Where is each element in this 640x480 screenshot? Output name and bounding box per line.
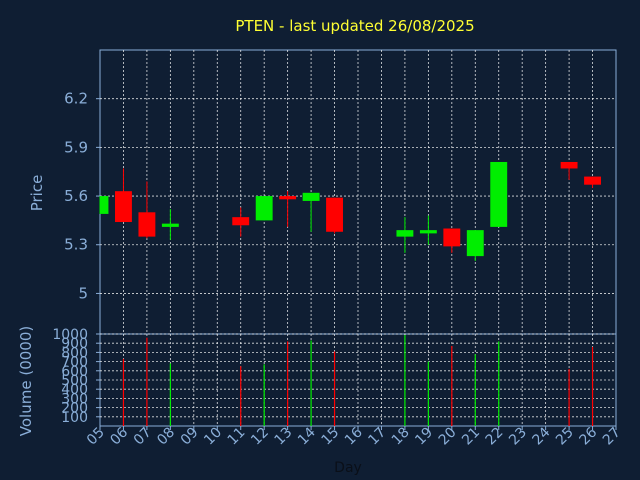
day-tick-label: 11 (225, 425, 249, 449)
volume-axis-label: Volume (0000) (17, 326, 35, 436)
candle-body (302, 192, 320, 201)
day-tick-label: 07 (131, 425, 155, 449)
volume-tick-label: 600 (61, 364, 88, 380)
candle-body (396, 230, 414, 237)
candle-body (138, 212, 156, 237)
volume-tick-label: 400 (61, 382, 88, 398)
price-tick-label: 6.2 (64, 90, 88, 108)
price-tick-label: 5.6 (64, 187, 88, 205)
candle-body (255, 196, 273, 221)
day-tick-label: 12 (248, 425, 272, 449)
day-tick-label: 21 (459, 425, 483, 449)
day-tick-label: 08 (154, 425, 178, 449)
day-tick-label: 09 (178, 425, 202, 449)
day-tick-label: 19 (412, 425, 436, 449)
volume-tick-label: 300 (61, 391, 88, 407)
price-axis-label: Price (28, 175, 46, 212)
candle-body (279, 196, 297, 200)
day-tick-label: 14 (295, 424, 319, 448)
day-tick-label: 26 (576, 424, 600, 448)
candle-body (232, 217, 250, 226)
day-tick-label: 06 (107, 424, 131, 448)
candle-body (100, 196, 109, 214)
day-tick-label: 23 (506, 425, 530, 449)
volume-tick-label: 900 (61, 336, 88, 352)
volume-tick-label: 200 (61, 401, 88, 417)
candle-body (560, 161, 578, 169)
candle-body (443, 228, 461, 247)
price-tick-label: 5.9 (64, 138, 88, 156)
candle-body (584, 176, 601, 185)
day-tick-label: 20 (436, 425, 460, 449)
day-tick-label: 25 (553, 425, 577, 449)
candle-body (490, 161, 508, 227)
volume-tick-label: 700 (61, 355, 88, 371)
day-axis-label: Day (334, 460, 362, 476)
volume-tick-label: 800 (61, 345, 88, 361)
day-tick-label: 27 (600, 425, 624, 449)
chart-title: PTEN - last updated 26/08/2025 (235, 17, 474, 35)
day-tick-label: 10 (201, 425, 225, 449)
price-tick-label: 5.3 (64, 236, 88, 254)
day-tick-label: 15 (318, 425, 342, 449)
day-tick-label: 16 (342, 424, 366, 448)
day-tick-labels: 05 06 07 08 09 10 11 12 13 14 15 16 17 18 19 20 21 22 23 24… (84, 424, 624, 448)
volume-tick-label: 500 (61, 373, 88, 389)
candle-body (161, 223, 179, 227)
candle-body (466, 230, 484, 257)
volume-tick-label: 1000 (52, 327, 88, 343)
volume-tick-label: 100 (61, 410, 88, 426)
day-tick-label: 22 (483, 425, 507, 449)
day-tick-label: 05 (84, 425, 108, 449)
candle-body (115, 191, 132, 223)
day-tick-label: 18 (389, 425, 413, 449)
price-panel: 5 5.3 5.6 5.9 6.2 (64, 49, 617, 335)
day-tick-label: 24 (530, 424, 554, 448)
candle-body (419, 230, 437, 234)
candle-body (326, 197, 343, 232)
day-tick-label: 13 (272, 425, 296, 449)
price-tick-label: 5 (78, 284, 88, 302)
day-tick-label: 17 (365, 425, 389, 449)
